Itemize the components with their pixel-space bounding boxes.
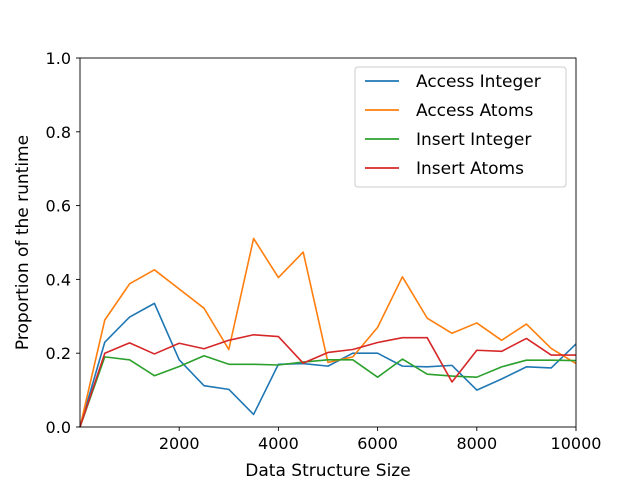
legend-label-4: Insert Atoms [416,159,524,179]
x-tick-label: 4000 [258,434,299,453]
y-tick-label: 0.4 [46,270,71,289]
axes-frame [79,57,577,428]
y-tick-label: 0.8 [46,123,71,142]
series-line-4 [79,333,576,428]
series-lines [79,237,577,428]
x-tick-label: 10000 [551,434,602,453]
y-tick-label: 0.2 [46,344,71,363]
y-tick-label: 1.0 [46,49,71,68]
legend-label-3: Insert Integer [416,130,531,150]
y-axis-label: Proportion of the runtime [13,135,33,350]
legend: Access Integer Access Atoms Insert Integer… [354,66,567,188]
x-tick-label: 6000 [357,434,398,453]
y-tick-label: 0.6 [46,197,71,216]
series-line-3 [79,354,577,428]
x-tick-label: 2000 [159,434,200,453]
legend-label-1: Access Integer [416,72,541,92]
y-tick-label: 0.0 [46,418,71,437]
series-line-1 [79,302,577,428]
x-tick-label: 8000 [456,434,497,453]
series-line-2 [79,237,577,428]
axes: 2000 4000 6000 8000 10000 0.0 0.2 0.4 0.6 0.8 1.0 [46,49,602,453]
legend-label-2: Access Atoms [416,101,534,121]
legend-box [354,66,567,188]
x-axis-label: Data Structure Size [245,461,410,480]
